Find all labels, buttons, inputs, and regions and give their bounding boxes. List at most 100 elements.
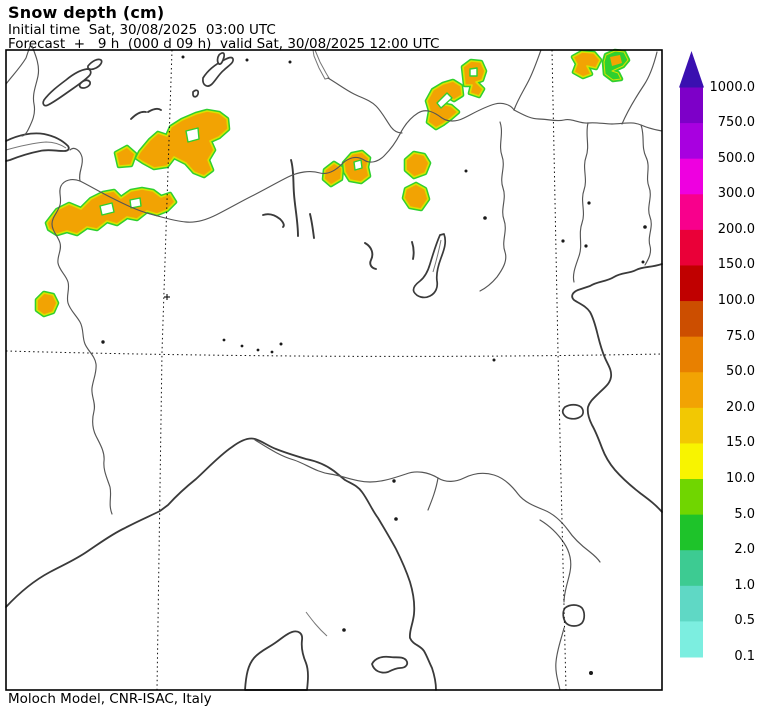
city-dot	[288, 60, 292, 64]
colorbar-band	[680, 372, 703, 409]
forecast-valid-line: Forecast + 9 h (000 d 09 h) valid Sat, 3…	[8, 36, 440, 52]
border-region-tuscany-interior	[427, 477, 439, 511]
colorbar-tick-label: 5.0	[734, 506, 755, 522]
borders	[5, 45, 663, 691]
initial-time-line: Initial time Sat, 30/08/2025 03:00 UTC	[8, 22, 276, 38]
colorbar-band	[680, 265, 703, 302]
colorbar-tick-label: 50.0	[726, 364, 755, 380]
city-dots	[101, 55, 647, 675]
city-dot	[256, 348, 260, 352]
meridian-west	[156, 49, 173, 691]
snow-hole	[129, 197, 142, 209]
snow-hole	[185, 127, 200, 143]
border-italy-slovenia	[640, 124, 652, 266]
lake-sarnen	[192, 89, 200, 98]
border-france-switzerland	[69, 147, 83, 182]
lake-comacchio-lagoon	[561, 403, 584, 420]
city-dot	[587, 201, 591, 205]
city-dot	[342, 628, 346, 632]
island-corsica-tip	[244, 630, 309, 691]
snow-area-valais	[136, 110, 229, 177]
lake-biel	[87, 58, 103, 71]
colorbar-tick-label: 300.0	[717, 186, 755, 202]
colorbar-tick-label: 150.0	[717, 257, 755, 273]
snow-hole	[353, 159, 363, 171]
colorbar-tick-label: 750.0	[717, 115, 755, 131]
colorbar-band	[680, 229, 703, 266]
border-france-italy	[51, 179, 113, 515]
colorbar-band	[680, 514, 703, 551]
colorbar-band	[680, 194, 703, 231]
lake-thun	[130, 110, 147, 120]
lake-como	[364, 242, 377, 270]
lake-geneva-inner-shore	[5, 141, 67, 151]
map-frame	[5, 49, 663, 691]
city-cross-marker	[164, 294, 170, 300]
lakes	[5, 49, 586, 627]
lake-murten	[78, 79, 91, 89]
colorbar-tick-label: 2.0	[734, 542, 755, 558]
colorbar-tick-label: 100.0	[717, 293, 755, 309]
colorbar-band	[680, 407, 703, 444]
border-region-tuscany-umbria	[539, 519, 572, 603]
colorbar-tick-label: 1000.0	[709, 79, 756, 95]
islet-dot	[589, 671, 593, 675]
map-title: Snow depth (cm)	[8, 3, 165, 22]
city-dot	[270, 350, 274, 354]
lake-garda	[412, 233, 447, 299]
city-dot	[492, 358, 496, 362]
lake-maggiore	[290, 159, 299, 237]
lake-iseo	[411, 241, 415, 260]
snow-area-bernina-north	[405, 152, 430, 178]
city-dot	[101, 340, 105, 344]
snow-area-valais-west	[115, 146, 136, 167]
colorbar-band	[680, 621, 703, 658]
city-dot	[279, 342, 283, 346]
city-dot	[584, 244, 588, 248]
colorbar-band	[680, 301, 703, 338]
island-elba	[371, 655, 409, 674]
colorbar-band	[680, 87, 703, 124]
colorbar-band	[680, 479, 703, 516]
border-region-trentino	[479, 121, 507, 292]
colorbar	[680, 87, 703, 658]
corsica-interior-line	[305, 611, 328, 637]
city-dot	[245, 58, 249, 62]
border-region-umbria-south	[555, 627, 565, 691]
city-dot	[240, 344, 244, 348]
colorbar-tick-label: 200.0	[717, 221, 755, 237]
colorbar-tick-label: 20.0	[726, 399, 755, 415]
coastline-adriatic	[571, 263, 663, 513]
coastline-riviera-liguria-tuscany	[5, 437, 437, 691]
colorbar-band	[680, 443, 703, 480]
border-rhine-valley	[327, 77, 403, 134]
border-region-friuli-veneto	[572, 122, 589, 283]
colorbar-overflow-arrow	[679, 51, 704, 88]
snow-hole	[436, 92, 453, 109]
city-dot	[483, 216, 487, 220]
city-dot	[394, 517, 398, 521]
lake-como-west-branch	[309, 213, 315, 239]
border-jura	[21, 45, 40, 137]
graticule	[5, 49, 663, 691]
border-switzerland-italy	[79, 102, 515, 223]
lake-lugano	[262, 213, 285, 228]
city-dot	[641, 260, 645, 264]
city-dot	[464, 169, 468, 173]
model-credit: Moloch Model, CNR-ISAC, Italy	[8, 691, 212, 707]
lake-trasimeno	[562, 604, 586, 627]
colorbar-tick-label: 0.1	[734, 649, 755, 664]
snow-hole	[469, 67, 478, 77]
lake-geneva	[5, 132, 70, 162]
colorbar-tick-label: 15.0	[726, 435, 755, 451]
city-dot	[222, 338, 226, 342]
meridian-east	[551, 49, 567, 691]
snow-patch	[610, 55, 622, 66]
colorbar-tick-label: 1.0	[734, 577, 755, 593]
colorbar-tick-label: 75.0	[726, 328, 755, 344]
lake-zurich	[312, 49, 330, 80]
lake-neuchatel	[42, 68, 92, 107]
colorbar-band	[680, 585, 703, 622]
lake-garda-inner	[432, 239, 442, 273]
